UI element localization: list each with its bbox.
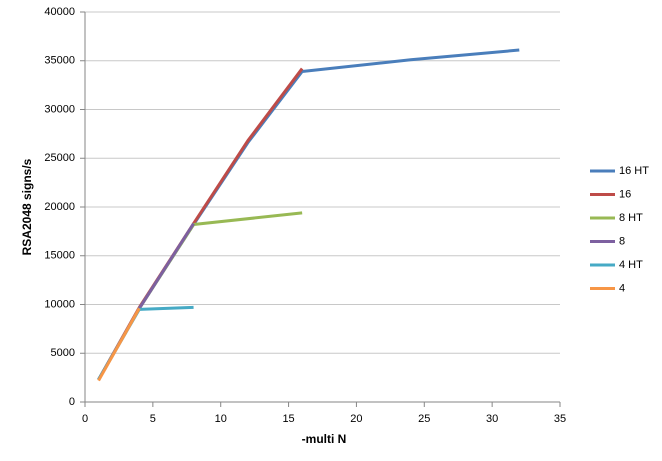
y-tick-label: 0 [69, 396, 75, 408]
x-axis-title: -multi N [302, 432, 347, 446]
series-line [97, 307, 141, 382]
y-tick-label: 30000 [44, 103, 75, 115]
series-line [97, 305, 194, 381]
legend-label: 8 [619, 235, 625, 247]
x-tick-label: 0 [82, 413, 88, 425]
legend-label: 4 HT [619, 259, 643, 271]
legend-label: 4 [619, 282, 625, 294]
x-tick-label: 20 [350, 413, 362, 425]
legend-label: 16 HT [619, 165, 649, 177]
y-axis-title: RSA2048 signs/s [20, 158, 34, 255]
y-tick-label: 20000 [44, 201, 75, 213]
x-tick-label: 25 [418, 413, 430, 425]
y-tick-label: 35000 [44, 55, 75, 67]
x-tick-label: 35 [554, 413, 566, 425]
y-tick-label: 5000 [51, 347, 75, 359]
y-tick-label: 40000 [44, 6, 75, 18]
x-tick-label: 5 [150, 413, 156, 425]
series-line [97, 48, 520, 381]
x-tick-label: 30 [486, 413, 498, 425]
x-tick-label: 15 [282, 413, 294, 425]
y-tick-label: 25000 [44, 152, 75, 164]
y-tick-label: 10000 [44, 298, 75, 310]
x-tick-label: 10 [215, 413, 227, 425]
legend-label: 8 HT [619, 212, 643, 224]
legend-label: 16 [619, 188, 631, 200]
series-line [97, 211, 303, 381]
y-tick-label: 15000 [44, 250, 75, 262]
